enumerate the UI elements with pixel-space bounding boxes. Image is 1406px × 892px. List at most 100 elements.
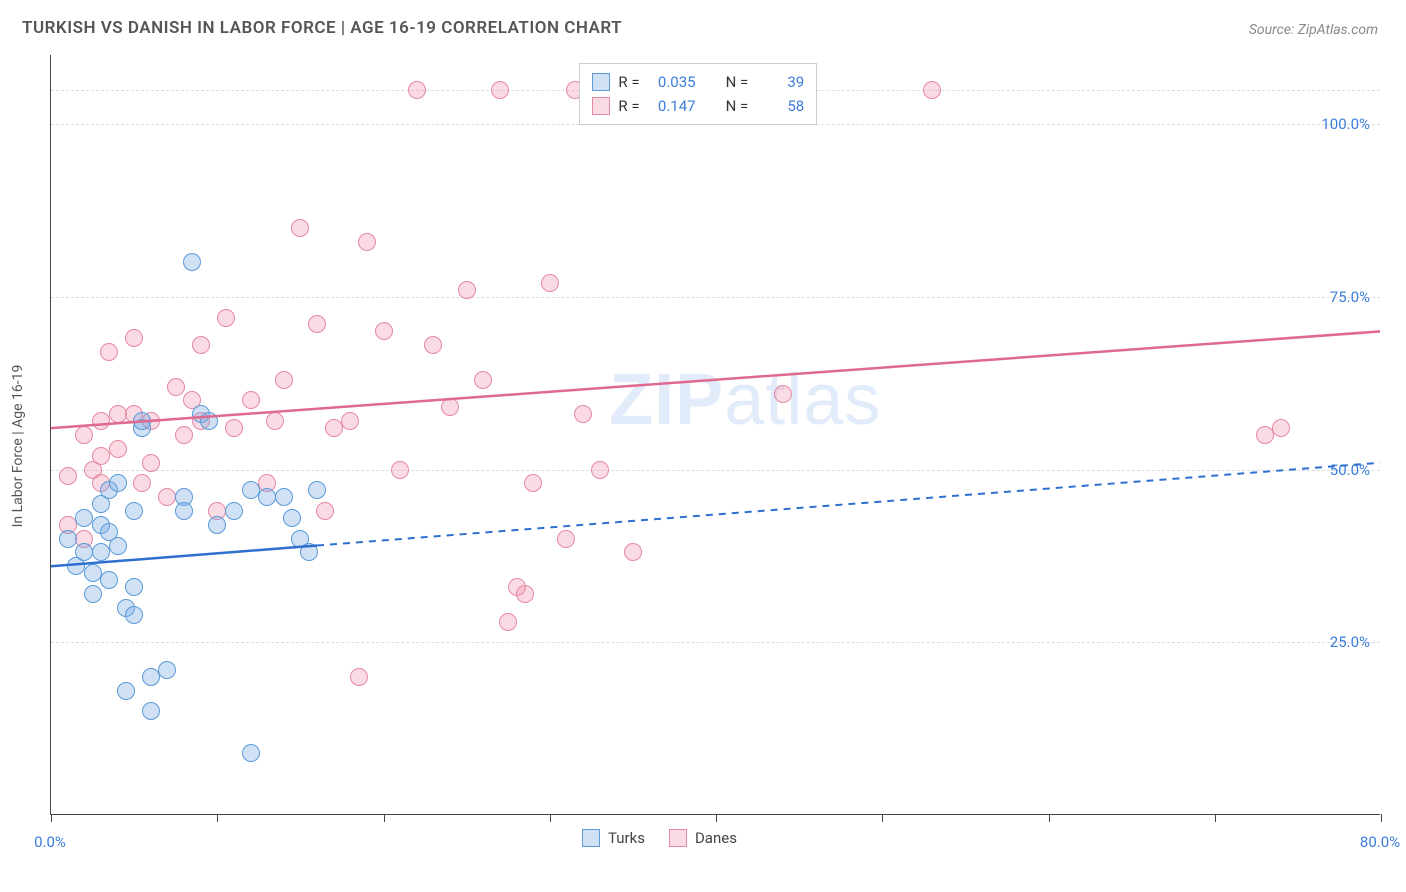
danes-marker — [524, 474, 542, 492]
legend-swatch-icon — [592, 73, 610, 91]
danes-marker — [158, 488, 176, 506]
legend-swatch-icon — [582, 829, 600, 847]
turks-marker — [183, 253, 201, 271]
danes-marker — [308, 315, 326, 333]
danes-marker — [458, 281, 476, 299]
danes-marker — [923, 81, 941, 99]
bottom-legend: Turks Danes — [582, 829, 737, 847]
danes-marker — [424, 336, 442, 354]
x-tick — [550, 814, 551, 822]
danes-marker — [291, 219, 309, 237]
danes-marker — [142, 454, 160, 472]
danes-marker — [441, 398, 459, 416]
grid-line — [51, 297, 1380, 298]
x-tick — [1049, 814, 1050, 822]
danes-marker — [100, 343, 118, 361]
y-tick-label: 100.0% — [1321, 115, 1370, 133]
danes-marker — [491, 81, 509, 99]
legend-item-turks: Turks — [582, 829, 645, 847]
danes-marker — [92, 447, 110, 465]
y-tick-label: 75.0% — [1330, 288, 1370, 306]
x-tick — [882, 814, 883, 822]
legend-stats-row: R =0.147N =58 — [592, 94, 804, 118]
danes-marker — [133, 474, 151, 492]
danes-marker — [624, 543, 642, 561]
danes-marker — [474, 371, 492, 389]
grid-line — [51, 642, 1380, 643]
x-tick — [217, 814, 218, 822]
danes-marker — [109, 440, 127, 458]
danes-marker — [375, 322, 393, 340]
legend-stats-row: R =0.035N =39 — [592, 70, 804, 94]
danes-marker — [1272, 419, 1290, 437]
turks-marker — [142, 668, 160, 686]
danes-marker — [75, 426, 93, 444]
turks-marker — [75, 543, 93, 561]
danes-marker — [391, 461, 409, 479]
turks-marker — [59, 530, 77, 548]
turks-marker — [242, 481, 260, 499]
danes-marker — [242, 391, 260, 409]
turks-marker — [125, 578, 143, 596]
danes-marker — [516, 585, 534, 603]
turks-marker — [125, 606, 143, 624]
turks-marker — [117, 682, 135, 700]
turks-marker — [142, 702, 160, 720]
chart-title: TURKISH VS DANISH IN LABOR FORCE | AGE 1… — [22, 18, 622, 38]
y-tick-label: 25.0% — [1330, 633, 1370, 651]
danes-marker — [408, 81, 426, 99]
legend-swatch-icon — [592, 97, 610, 115]
legend-stats: R =0.035N =39R =0.147N =58 — [579, 63, 817, 125]
x-tick — [384, 814, 385, 822]
danes-marker — [574, 405, 592, 423]
danes-marker — [266, 412, 284, 430]
turks-marker — [208, 516, 226, 534]
danes-marker — [175, 426, 193, 444]
legend-item-danes: Danes — [669, 829, 737, 847]
danes-marker — [217, 309, 235, 327]
turks-marker — [242, 744, 260, 762]
x-tick — [1215, 814, 1216, 822]
y-axis-label: In Labor Force | Age 16-19 — [10, 365, 26, 528]
danes-marker — [92, 412, 110, 430]
danes-marker — [541, 274, 559, 292]
turks-marker — [258, 488, 276, 506]
danes-marker — [591, 461, 609, 479]
danes-marker — [350, 668, 368, 686]
x-tick-label: 80.0% — [1360, 833, 1400, 851]
turks-marker — [308, 481, 326, 499]
grid-line — [51, 470, 1380, 471]
danes-marker — [341, 412, 359, 430]
danes-marker — [1256, 426, 1274, 444]
turks-marker — [158, 661, 176, 679]
turks-marker — [75, 509, 93, 527]
x-tick — [716, 814, 717, 822]
watermark: ZIPatlas — [609, 359, 881, 441]
plot-area: ZIPatlas 25.0%50.0%75.0%100.0%R =0.035N … — [50, 55, 1380, 815]
legend-label: Turks — [608, 829, 645, 847]
turks-marker — [84, 585, 102, 603]
danes-marker — [557, 530, 575, 548]
danes-marker — [316, 502, 334, 520]
chart-container: TURKISH VS DANISH IN LABOR FORCE | AGE 1… — [0, 0, 1406, 892]
danes-marker — [275, 371, 293, 389]
danes-marker — [59, 467, 77, 485]
turks-marker — [133, 412, 151, 430]
danes-marker — [774, 385, 792, 403]
turks-marker — [225, 502, 243, 520]
danes-marker — [192, 336, 210, 354]
source-label: Source: ZipAtlas.com — [1249, 22, 1378, 38]
trend-lines — [51, 55, 1380, 814]
turks-marker — [283, 509, 301, 527]
turks-marker — [92, 543, 110, 561]
turks-marker — [84, 564, 102, 582]
x-tick — [51, 814, 52, 822]
turks-marker — [125, 502, 143, 520]
x-tick — [1381, 814, 1382, 822]
danes-marker — [499, 613, 517, 631]
turks-marker — [109, 474, 127, 492]
turks-marker — [300, 543, 318, 561]
turks-marker — [100, 571, 118, 589]
turks-marker — [200, 412, 218, 430]
danes-marker — [225, 419, 243, 437]
